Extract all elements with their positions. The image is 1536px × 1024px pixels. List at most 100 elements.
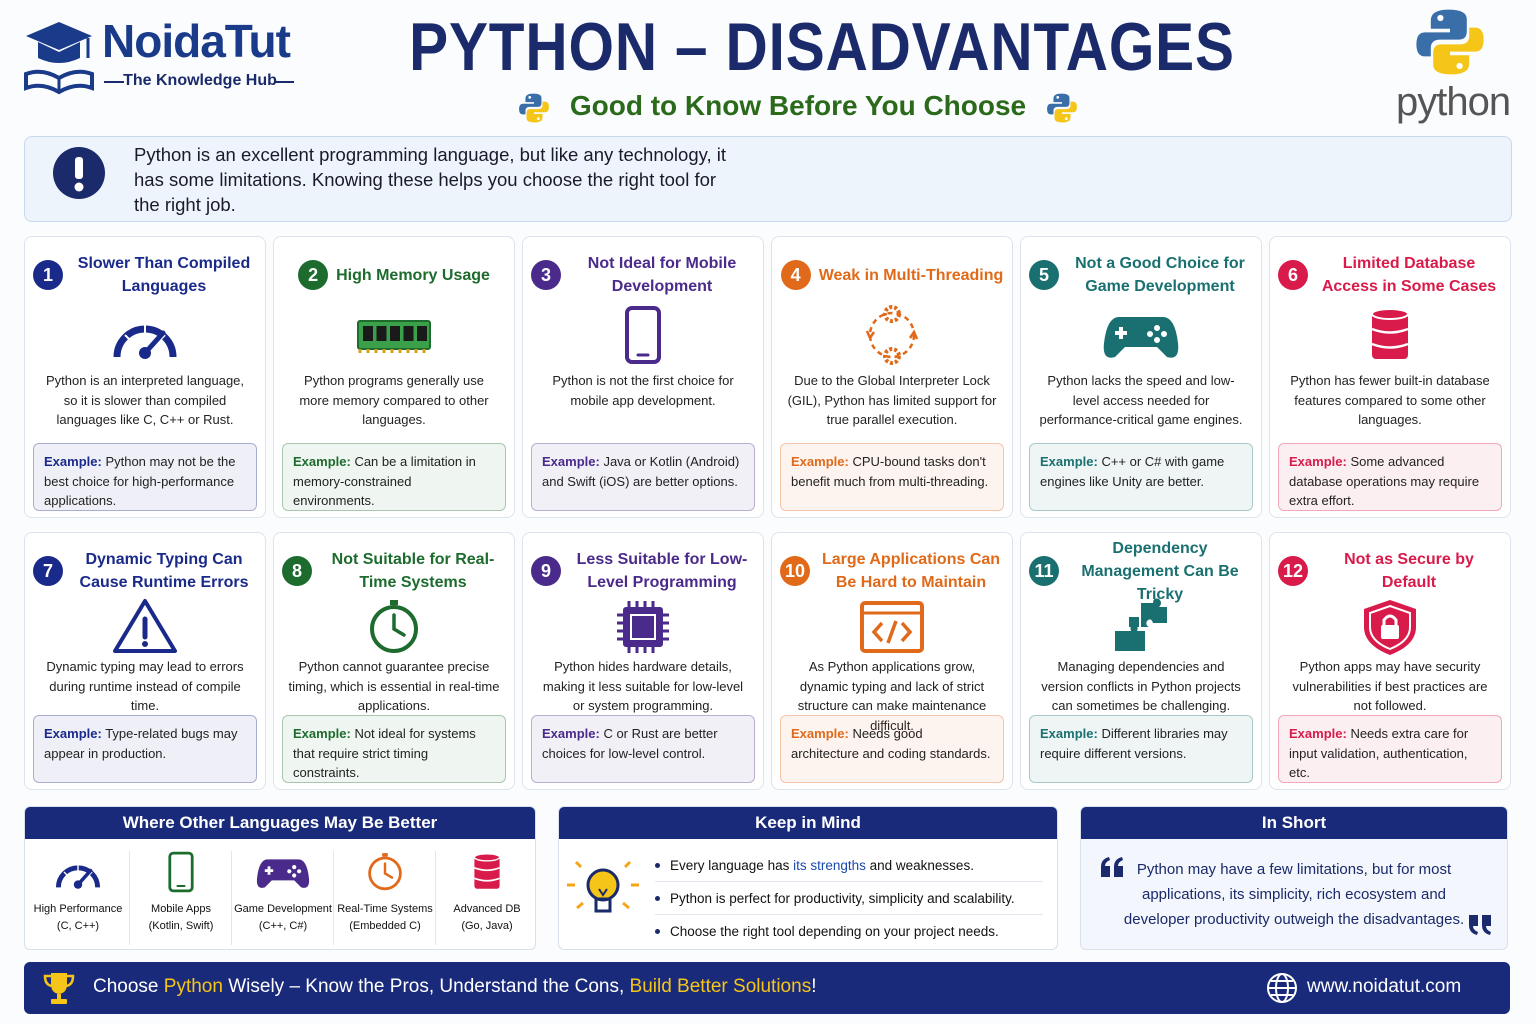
card-header: 5 Not a Good Choice for Game Development [1029, 251, 1253, 299]
example-label: Example: [44, 454, 102, 469]
tagline: The Knowledge Hub [123, 72, 277, 89]
example-label: Example: [293, 726, 351, 741]
card-title: Limited Database Access in Some Cases [1321, 255, 1497, 295]
icon-gauge [113, 325, 177, 359]
card-header: 4 Weak in Multi-Threading [780, 251, 1004, 299]
card: 8 Not Suitable for Real-Time Systems Pytho… [273, 532, 515, 790]
card-example: Example: C++ or C# with game engines lik… [1029, 443, 1253, 511]
footer [24, 962, 1510, 1014]
footer-segment: Wisely – Know the Pros, Understand the C… [222, 976, 630, 997]
bullet [655, 928, 660, 934]
card-description: Due to the Global Interpreter Lock (GIL)… [787, 373, 997, 427]
card-number: 8 [282, 556, 312, 586]
keep-segment: and weaknesses. [865, 857, 974, 873]
icon-db [1371, 308, 1409, 359]
card: 7 Dynamic Typing Can Cause Runtime Errors… [24, 532, 266, 790]
card-title: Not as Secure by Default [1344, 551, 1474, 591]
icon-chip [617, 601, 669, 653]
card-description: Python programs generally use more memor… [299, 373, 489, 427]
icon-warn [113, 599, 177, 653]
example-text: Not ideal for systems that require stric… [293, 726, 476, 780]
card-header: 6 Limited Database Access in Some Cases [1278, 251, 1502, 299]
card-description: Python lacks the speed and low-level acc… [1039, 373, 1243, 427]
card-header: 8 Not Suitable for Real-Time Systems [282, 547, 506, 595]
python-wordmark: python [1396, 80, 1511, 124]
icon-gamepad [1103, 317, 1179, 358]
better-icon [27, 851, 129, 901]
card-example: Example: Java or Kotlin (Android) and Sw… [531, 443, 755, 511]
icon-cycle [865, 305, 919, 365]
better-item: Game Development (C++, C#) [231, 851, 334, 945]
keep-item: Choose the right tool depending on your … [655, 915, 1043, 947]
python-icon [1416, 9, 1484, 75]
card-title: Slower Than Compiled Languages [77, 255, 251, 295]
card-number: 12 [1278, 556, 1308, 586]
example-label: Example: [791, 454, 849, 469]
example-text: C or Rust are better choices for low-lev… [542, 726, 718, 761]
icon-clock [370, 600, 418, 653]
example-text: Different libraries may require differen… [1040, 726, 1228, 761]
example-label: Example: [542, 454, 600, 469]
better-item: Mobile Apps (Kotlin, Swift) [129, 851, 232, 945]
card: 10 Large Applications Can Be Hard to Main… [771, 532, 1013, 790]
example-label: Example: [791, 726, 849, 741]
card-description: Python is an interpreted language, so it… [45, 373, 245, 427]
card-example: Example: Some advanced database operatio… [1278, 443, 1502, 511]
example-text: Type-related bugs may appear in producti… [44, 726, 238, 761]
python-icon [1047, 93, 1077, 123]
card: 2 High Memory Usage Python programs genera… [273, 236, 515, 518]
bullet [655, 895, 660, 901]
footer-segment: Choose [93, 976, 164, 997]
card-header: 2 High Memory Usage [282, 251, 506, 299]
short-panel: In Short Python may have a few limitatio… [1080, 806, 1508, 950]
card-title: Not Ideal for Mobile Development [587, 255, 737, 295]
keep-panel: Keep in Mind Every language has its stre… [558, 806, 1058, 950]
footer-segment: Python [163, 976, 223, 997]
python-icon [519, 93, 549, 123]
example-label: Example: [1289, 454, 1347, 469]
example-label: Example: [293, 454, 351, 469]
icon-shield [1364, 600, 1416, 655]
card-icon [523, 305, 763, 365]
card-header: 7 Dynamic Typing Can Cause Runtime Errors [33, 547, 257, 595]
python-logo [1414, 6, 1486, 83]
card-description: Python cannot guarantee precise timing, … [288, 659, 500, 713]
card-description: Python is not the first choice for mobil… [552, 373, 734, 408]
keep-item: Every language has its strengths and wea… [655, 849, 1043, 882]
card-icon [772, 305, 1012, 365]
better-name: Real-Time Systems [337, 903, 433, 915]
example-label: Example: [1040, 726, 1098, 741]
better-detail: (Go, Java) [461, 920, 513, 932]
card-title: Large Applications Can Be Hard to Mainta… [821, 551, 1001, 591]
card-example: Example: Type-related bugs may appear in… [33, 715, 257, 783]
keep-text: Every language has its strengths and wea… [670, 858, 974, 873]
brand: NoidaTut [102, 15, 291, 67]
example-text: C++ or C# with game engines like Unity a… [1040, 454, 1225, 489]
example-text: Needs good architecture and coding stand… [791, 726, 991, 761]
page-title: PYTHON – DISADVANTAGES [409, 9, 1235, 85]
icon-gauge [55, 865, 101, 889]
card-icon [1270, 305, 1510, 365]
keep-segment: Choose the right tool depending on your … [670, 923, 999, 939]
intro-text: Python is an excellent programming langu… [134, 144, 727, 215]
card-description: Python has fewer built-in database featu… [1290, 373, 1490, 427]
better-detail: (C, C++) [56, 920, 100, 932]
keep-text: Choose the right tool depending on your … [670, 924, 999, 939]
better-icon [232, 851, 334, 901]
card-example: Example: Not ideal for systems that requ… [282, 715, 506, 783]
card: 12 Not as Secure by Default Python apps ma… [1269, 532, 1511, 790]
card: 4 Weak in Multi-Threading Due to the Globa… [771, 236, 1013, 518]
card-icon [25, 305, 265, 365]
card-title: Dynamic Typing Can Cause Runtime Errors [79, 551, 249, 591]
card-example: Example: CPU-bound tasks don't benefit m… [780, 443, 1004, 511]
card-number: 7 [33, 556, 63, 586]
icon-bulb [567, 860, 639, 913]
card-icon [274, 305, 514, 365]
card-number: 3 [531, 260, 561, 290]
subtitle: Good to Know Before You Choose [569, 90, 1027, 121]
better-name: High Performance [33, 903, 123, 915]
card-description: Managing dependencies and version confli… [1041, 659, 1241, 713]
card-header: 10 Large Applications Can Be Hard to Main… [780, 547, 1004, 595]
python-logo-small [518, 92, 550, 129]
